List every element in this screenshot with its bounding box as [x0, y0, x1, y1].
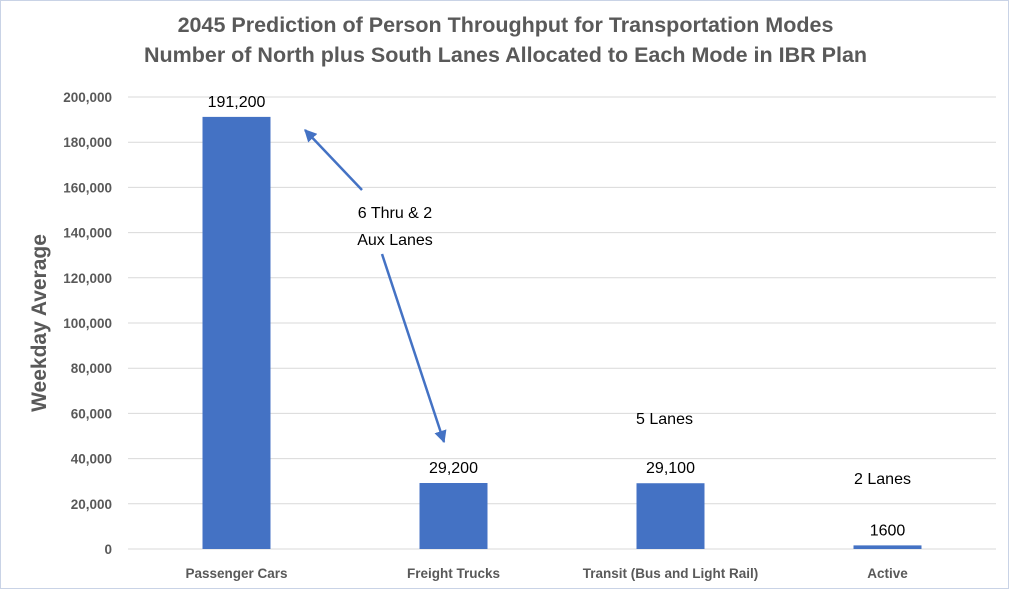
y-tick-label: 140,000: [63, 226, 112, 241]
bar: [419, 483, 488, 549]
y-tick-label: 120,000: [63, 271, 112, 286]
bar: [853, 545, 922, 549]
y-tick-label: 200,000: [63, 90, 112, 105]
data-label: 1600: [870, 522, 906, 539]
y-tick-label: 20,000: [71, 497, 112, 512]
y-tick-label: 60,000: [71, 406, 112, 421]
annotation-active-lanes: 2 Lanes: [854, 471, 911, 488]
y-tick-label: 0: [104, 542, 112, 557]
y-axis-title: Weekday Average: [28, 234, 51, 412]
bar: [636, 483, 705, 549]
annotation-lanes-line-2: Aux Lanes: [357, 232, 433, 249]
annotation-lanes-line-1: 6 Thru & 2: [358, 205, 433, 222]
chart-title-line-2: Number of North plus South Lanes Allocat…: [143, 43, 868, 67]
x-tick-label: Freight Trucks: [407, 566, 500, 581]
chart-title: 2045 Prediction of Person Throughput for…: [0, 10, 1011, 70]
data-label: 29,200: [429, 460, 478, 477]
x-tick-label: Passenger Cars: [185, 566, 287, 581]
y-tick-label: 80,000: [71, 361, 112, 376]
bar: [202, 116, 271, 549]
data-label: 29,100: [646, 460, 695, 477]
x-tick-label: Active: [867, 566, 908, 581]
y-tick-label: 180,000: [63, 135, 112, 150]
x-tick-label: Transit (Bus and Light Rail): [583, 566, 759, 581]
data-label: 191,200: [208, 94, 266, 111]
y-tick-label: 40,000: [71, 452, 112, 467]
annotation-transit-lanes: 5 Lanes: [636, 411, 693, 428]
y-tick-label: 160,000: [63, 180, 112, 195]
annotation-arrow-up: [304, 129, 363, 191]
annotation-arrow-down: [380, 253, 447, 444]
y-tick-label: 100,000: [63, 316, 112, 331]
chart-title-line-1: 2045 Prediction of Person Throughput for…: [177, 13, 834, 37]
